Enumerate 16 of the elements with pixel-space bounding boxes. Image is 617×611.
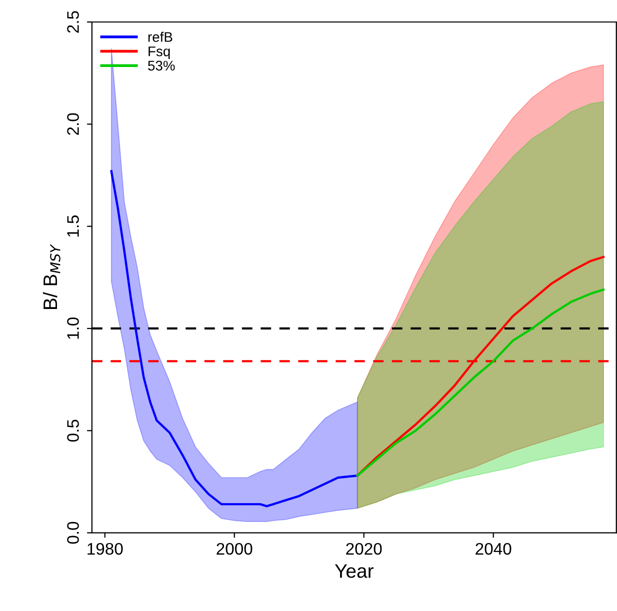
x-axis-title: Year: [334, 564, 374, 578]
line-series: [110, 170, 359, 508]
y-tick-label: 0.0: [67, 522, 79, 544]
y-axis-title: B/ B$_{MSY}$: [42, 244, 60, 309]
y-tick-label: 2.5: [67, 11, 79, 33]
y-tick-label: 1.5: [67, 215, 79, 237]
x-tick-label: 2000: [216, 542, 252, 555]
x-tick-label: 1980: [88, 542, 123, 555]
x-tick-label: 2020: [346, 542, 382, 555]
y-tick-label: 1.0: [67, 318, 79, 339]
y-tick-label: 0.5: [67, 420, 79, 442]
legend-label: Fsq: [148, 46, 170, 59]
x-tick-label: 2040: [476, 542, 512, 555]
legend-label: 53%: [148, 60, 175, 71]
legend-label: refB: [148, 32, 172, 42]
y-tick-label: 2.0: [67, 113, 79, 135]
